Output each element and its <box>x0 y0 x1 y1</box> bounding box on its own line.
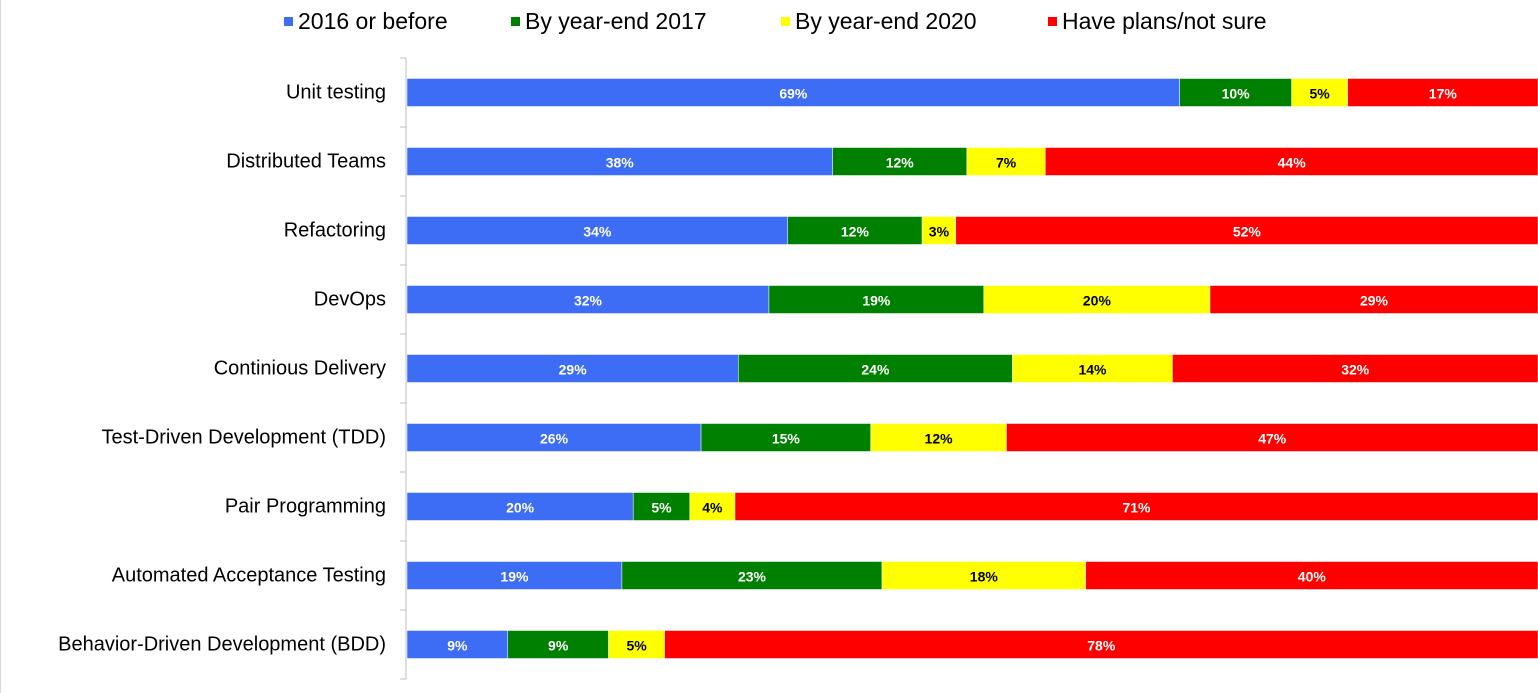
legend-swatch <box>284 16 293 26</box>
data-label: 12% <box>841 224 870 240</box>
bar-segment <box>608 630 665 659</box>
data-label: 10% <box>1222 86 1251 102</box>
data-label: 71% <box>1122 500 1151 516</box>
legend-item-year-end-2017: By year-end 2017 <box>511 6 707 36</box>
bar-segment <box>1085 561 1538 590</box>
data-label: 29% <box>559 362 588 378</box>
bar-segment <box>406 285 770 314</box>
category-label: Continious Delivery <box>214 358 386 380</box>
bar-segment <box>787 216 923 245</box>
legend-swatch <box>511 16 520 26</box>
data-label: 15% <box>772 431 801 447</box>
bar-segment <box>921 216 956 245</box>
legend-label: By year-end 2017 <box>525 7 707 34</box>
data-label: 78% <box>1087 638 1116 654</box>
legend-swatch <box>1048 16 1057 26</box>
data-label: 12% <box>886 155 915 171</box>
data-label: 29% <box>1360 293 1389 309</box>
bar-segment <box>406 630 509 659</box>
legend-item-year-end-2020: By year-end 2020 <box>781 6 977 36</box>
category-label: Distributed Teams <box>226 151 386 173</box>
bar-segment <box>632 492 691 521</box>
data-label: 14% <box>1078 362 1107 378</box>
bar-segment <box>1012 354 1173 383</box>
chart-legend: 2016 or before By year-end 2017 By year-… <box>1 6 1538 36</box>
data-label: 5% <box>651 500 672 516</box>
category-label: Refactoring <box>284 220 386 242</box>
bar-segment <box>1006 423 1538 452</box>
category-label: DevOps <box>314 289 386 311</box>
data-label: 40% <box>1298 569 1327 585</box>
data-label: 20% <box>1083 293 1112 309</box>
data-label: 44% <box>1278 155 1307 171</box>
data-label: 34% <box>583 224 612 240</box>
data-label: 17% <box>1429 86 1458 102</box>
data-label: 69% <box>779 86 808 102</box>
data-label: 7% <box>996 155 1017 171</box>
bar-segment <box>1209 285 1538 314</box>
bar-segment <box>664 630 1538 659</box>
bar-segment <box>955 216 1538 245</box>
bar-segment <box>1179 78 1292 107</box>
data-label: 4% <box>702 500 723 516</box>
data-label: 3% <box>929 224 950 240</box>
data-label: 20% <box>506 500 535 516</box>
data-label: 9% <box>447 638 468 654</box>
data-label: 32% <box>1341 362 1370 378</box>
data-label: 19% <box>500 569 529 585</box>
data-label: 23% <box>738 569 767 585</box>
bar-segment <box>406 354 739 383</box>
legend-label: By year-end 2020 <box>795 7 977 34</box>
category-label: Test-Driven Development (TDD) <box>101 427 386 449</box>
data-label: 9% <box>548 638 569 654</box>
category-label: Behavior-Driven Development (BDD) <box>58 634 386 656</box>
data-label: 26% <box>540 431 569 447</box>
bar-segment <box>1045 147 1538 176</box>
data-label: 47% <box>1258 431 1287 447</box>
bar-segment <box>406 423 702 452</box>
bar-segment <box>689 492 736 521</box>
data-label: 19% <box>862 293 891 309</box>
bar-segment <box>966 147 1046 176</box>
bar-segment <box>406 561 623 590</box>
bar-segment <box>870 423 1007 452</box>
data-label: 12% <box>925 431 954 447</box>
bar-segment <box>832 147 968 176</box>
bar-segment <box>406 78 1180 107</box>
data-label: 32% <box>574 293 603 309</box>
bar-segment <box>983 285 1211 314</box>
legend-item-2016-or-before: 2016 or before <box>284 6 448 36</box>
bar-segment <box>881 561 1086 590</box>
bar-segment <box>1347 78 1538 107</box>
data-label: 5% <box>1310 86 1331 102</box>
bar-segment <box>734 492 1538 521</box>
category-label: Automated Acceptance Testing <box>112 565 386 587</box>
bar-segment <box>406 492 634 521</box>
data-label: 5% <box>626 638 647 654</box>
bar-segment <box>700 423 871 452</box>
legend-swatch <box>781 16 790 26</box>
bar-segment <box>1172 354 1538 383</box>
data-label: 18% <box>970 569 999 585</box>
data-label: 24% <box>861 362 890 378</box>
legend-label: Have plans/not sure <box>1062 7 1267 34</box>
legend-label: 2016 or before <box>298 7 448 34</box>
data-label: 52% <box>1233 224 1262 240</box>
category-label: Pair Programming <box>225 496 386 518</box>
legend-item-have-plans: Have plans/not sure <box>1048 6 1267 36</box>
category-label: Unit testing <box>286 82 386 104</box>
bar-segment <box>406 216 788 245</box>
data-label: 38% <box>606 155 635 171</box>
bar-segment <box>621 561 883 590</box>
